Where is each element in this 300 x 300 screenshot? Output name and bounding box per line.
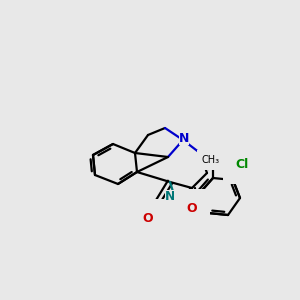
- Text: H: H: [171, 191, 181, 201]
- Text: CH₃: CH₃: [202, 155, 220, 165]
- Text: Cl: Cl: [236, 158, 249, 172]
- Text: O: O: [143, 212, 153, 224]
- Text: N: N: [179, 131, 189, 145]
- Text: O: O: [187, 202, 197, 214]
- Text: N: N: [165, 190, 175, 202]
